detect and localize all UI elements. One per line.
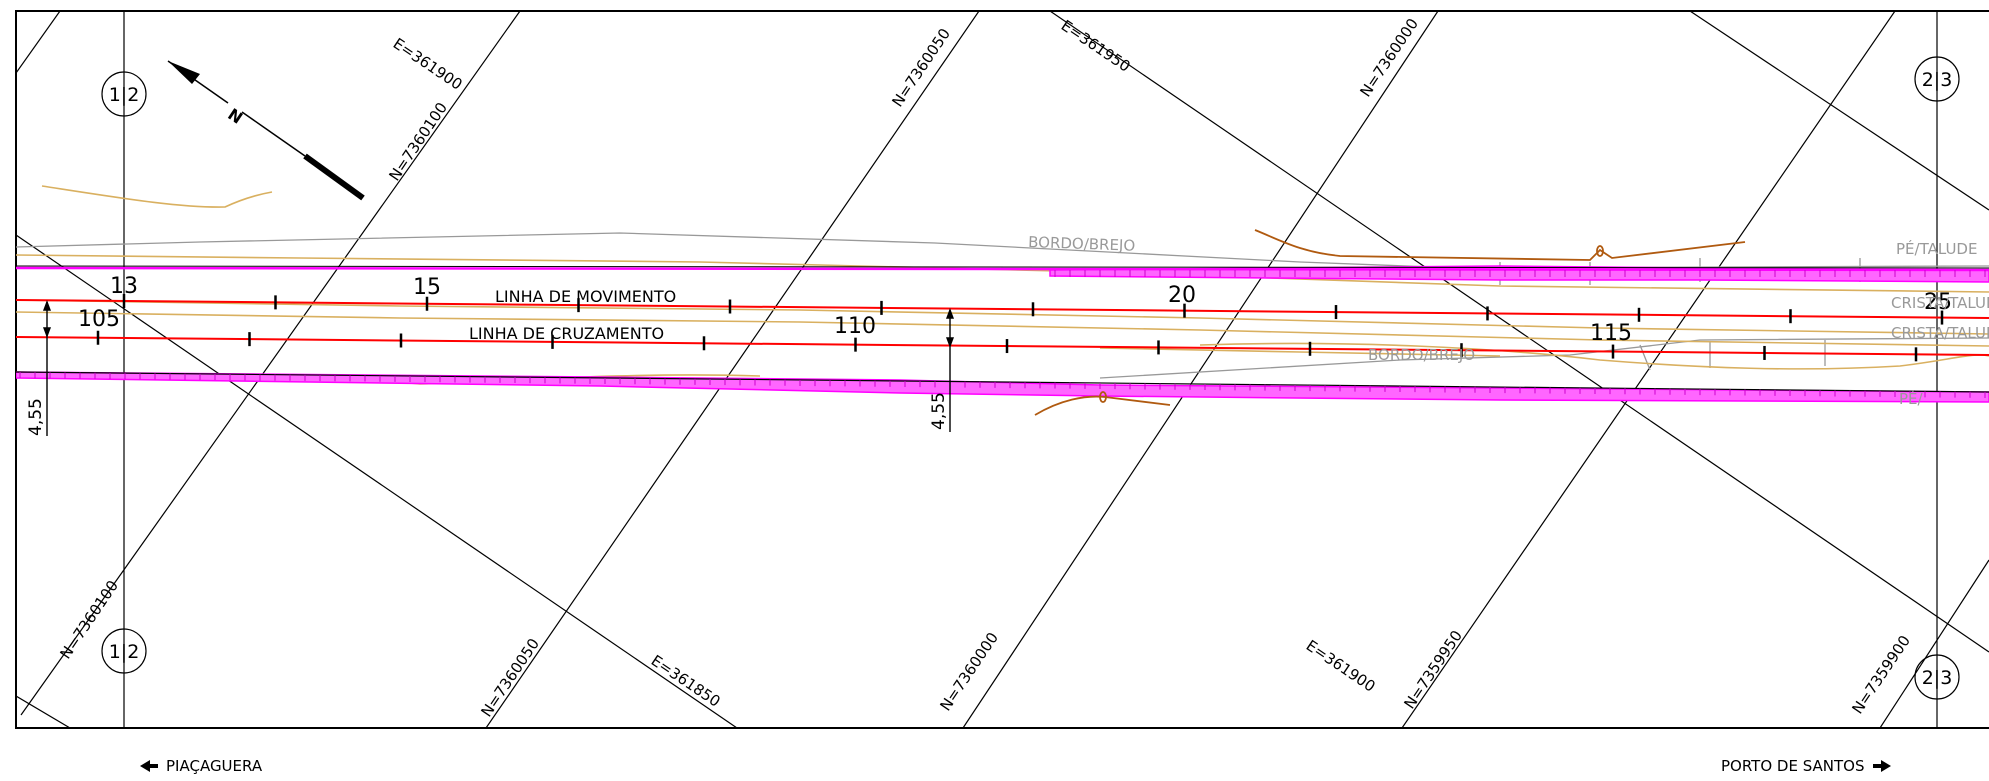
label-pe-short: PÉ/: [1899, 389, 1924, 408]
station-13: 13: [110, 274, 138, 299]
station-15: 15: [413, 275, 441, 300]
sheet-marker-top-right: 2|3: [1914, 56, 1960, 102]
bank-band-bottom: [16, 371, 1989, 403]
svg-text:2|3: 2|3: [1922, 667, 1953, 689]
direction-label-left: PIAÇAGUERA: [140, 757, 262, 775]
drawing-frame: [15, 10, 1989, 729]
direction-label-right: PORTO DE SANTOS: [1721, 757, 1891, 775]
dimension-middle: [945, 308, 955, 432]
track-ticks: [96, 293, 1944, 362]
label-bordo-brejo-bottom: BORDO/BREJO: [1368, 346, 1475, 364]
contour-lines: [16, 185, 1989, 385]
svg-text:1|2: 1|2: [109, 84, 140, 106]
sheet-marker-bottom-left: 1|2: [101, 628, 147, 674]
dimension-value-middle: 4,55: [929, 392, 949, 430]
label-bordo-brejo-top: BORDO/BREJO: [1028, 233, 1136, 255]
direction-label-left-text: PIAÇAGUERA: [166, 757, 263, 775]
direction-label-right-text: PORTO DE SANTOS: [1721, 757, 1865, 775]
station-115: 115: [1590, 321, 1632, 346]
label-pe-talude: PÉ/TALUDE: [1896, 239, 1977, 258]
sheet-marker-top-left: 1|2: [101, 71, 147, 117]
dimension-left: [42, 300, 52, 436]
label-crossing-line: LINHA DE CRUZAMENTO: [469, 324, 664, 343]
station-105: 105: [78, 307, 120, 332]
sheet-marker-bottom-right: 2|3: [1914, 654, 1960, 700]
track-crossing: [16, 336, 1989, 356]
svg-text:2|3: 2|3: [1922, 69, 1953, 91]
arrow-right-icon: [1872, 760, 1891, 772]
label-movement-line: LINHA DE MOVIMENTO: [495, 287, 676, 306]
svg-text:1|2: 1|2: [109, 641, 140, 663]
bank-ticks: [19, 270, 1986, 398]
station-20: 20: [1168, 283, 1196, 308]
arrow-left-icon: [140, 760, 158, 772]
station-25: 25: [1924, 290, 1952, 315]
station-110: 110: [834, 314, 876, 339]
grid-lines-e: [16, 11, 1989, 728]
label-crista-talude-1: CRISTA/TALUDE: [1891, 294, 1989, 312]
track-movement: [16, 299, 1989, 319]
label-crista-talude-2: CRISTA/TALUDE: [1891, 324, 1989, 342]
grid-lines-n: [16, 11, 1989, 728]
brown-lines: [1034, 229, 1746, 416]
dimension-value-left: 4,55: [26, 398, 46, 436]
